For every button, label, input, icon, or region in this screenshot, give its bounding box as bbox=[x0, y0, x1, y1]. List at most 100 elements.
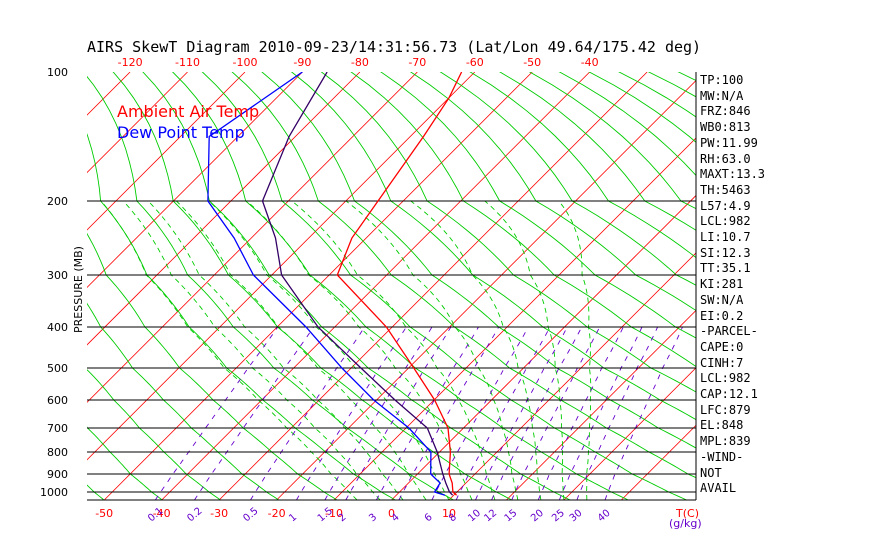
pressure-tick-label: 700 bbox=[47, 422, 68, 435]
pressure-tick-label: 400 bbox=[47, 321, 68, 334]
dry-adiabat-line bbox=[350, 72, 696, 368]
index-value: PW:11.99 bbox=[700, 135, 758, 150]
dry-adiabat-line bbox=[142, 72, 571, 500]
pressure-tick-labels: 100 200 300 400 500 600 700 800 900 1000 bbox=[40, 66, 68, 499]
isotherm-line bbox=[0, 72, 73, 500]
dry-adiabat-line bbox=[231, 72, 696, 479]
mixing-ratio-label: 15 bbox=[503, 508, 520, 525]
index-value: L57:4.9 bbox=[700, 198, 751, 213]
top-temp-tick-label: -60 bbox=[466, 56, 484, 69]
pressure-tick-label: 800 bbox=[47, 446, 68, 459]
moist-adiabats bbox=[100, 200, 592, 500]
index-value: NOT bbox=[700, 465, 722, 480]
dry-adiabat-line bbox=[87, 369, 221, 500]
top-temp-tick-label: -40 bbox=[581, 56, 599, 69]
index-value: MPL:839 bbox=[700, 434, 751, 449]
x-axis-label: T(C) bbox=[675, 507, 699, 520]
isotherm-line bbox=[87, 72, 361, 346]
dry-adiabat-line bbox=[201, 72, 687, 500]
dry-adiabat-line bbox=[469, 72, 696, 259]
moist-adiabat-line bbox=[122, 200, 381, 500]
dry-adiabat-line bbox=[409, 72, 696, 312]
dry-adiabat-line bbox=[290, 72, 696, 421]
index-value: TT:35.1 bbox=[700, 261, 751, 276]
bottom-temp-tick-label: -10 bbox=[325, 507, 343, 520]
mixing-ratio-label: 4 bbox=[390, 512, 402, 525]
mixing-ratio-lines bbox=[154, 326, 683, 500]
index-value: CAPE:0 bbox=[700, 339, 744, 354]
mixing-ratio-line bbox=[154, 326, 279, 500]
chart-title: AIRS SkewT Diagram 2010-09-23/14:31:56.7… bbox=[87, 38, 701, 56]
isotherm-line bbox=[391, 194, 696, 500]
isotherm-line bbox=[448, 252, 696, 500]
mixing-ratio-label: 10 bbox=[466, 508, 483, 525]
pressure-tick-label: 500 bbox=[47, 362, 68, 375]
dry-adiabat-line bbox=[439, 72, 696, 286]
index-value: LCL:982 bbox=[700, 214, 751, 229]
mixing-ratio-line bbox=[537, 326, 624, 500]
mixing-ratio-label: 30 bbox=[568, 508, 585, 525]
isotherm-line bbox=[276, 80, 696, 500]
dry-adiabat-line bbox=[380, 72, 696, 339]
index-value: EI:0.2 bbox=[700, 308, 744, 323]
series-parcel bbox=[261, 72, 454, 496]
mixing-ratio-label: 8 bbox=[447, 512, 459, 525]
moist-adiabat-line bbox=[147, 200, 404, 500]
dry-adiabat-line bbox=[112, 72, 512, 500]
series-dew-point-temp bbox=[207, 72, 446, 496]
pressure-tick-label: 1000 bbox=[40, 486, 68, 499]
mixing-ratio-label: 40 bbox=[596, 508, 613, 525]
dry-adiabat-line bbox=[87, 426, 163, 500]
pressure-tick-label: 300 bbox=[47, 269, 68, 282]
top-temp-tick-label: -90 bbox=[293, 56, 311, 69]
index-value: LFC:879 bbox=[700, 402, 751, 417]
dry-adiabat-line bbox=[172, 72, 629, 500]
pressure-tick-label: 600 bbox=[47, 394, 68, 407]
mixing-ratio-line bbox=[511, 326, 601, 500]
legend-air-temp: Ambient Air Temp bbox=[117, 102, 259, 121]
isotherm-line bbox=[87, 72, 303, 288]
mixing-ratio-label: 3 bbox=[367, 512, 379, 525]
isobars bbox=[87, 72, 697, 501]
index-value: KI:281 bbox=[700, 277, 744, 292]
index-value: MW:N/A bbox=[700, 88, 744, 103]
index-value: CINH:7 bbox=[700, 355, 744, 370]
index-value: TP:100 bbox=[700, 73, 744, 87]
isotherm-line bbox=[87, 72, 246, 231]
top-temp-tick-label: -120 bbox=[118, 56, 143, 69]
mixing-ratio-label: 6 bbox=[423, 512, 435, 525]
mixing-ratio-label: 0.2 bbox=[185, 506, 204, 525]
mixing-ratio-line bbox=[296, 326, 407, 500]
moist-adiabat-line bbox=[484, 200, 565, 500]
pressure-tick-label: 100 bbox=[47, 66, 68, 79]
bottom-temp-tick-label: 10 bbox=[442, 507, 456, 520]
mixing-ratio-line bbox=[491, 326, 583, 500]
mixing-ratio-labels: 0.1 0.2 0.5 1 1.5 2 3 4 6 8 10 12 15 20 25 30 40 bbox=[146, 506, 613, 525]
index-value: -PARCEL- bbox=[700, 324, 758, 339]
bottom-temp-tick-label: -30 bbox=[210, 507, 228, 520]
bottom-temp-tick-label: 0 bbox=[388, 507, 395, 520]
bottom-temp-tick-label: -40 bbox=[153, 507, 171, 520]
dry-adiabat-line bbox=[87, 75, 454, 500]
isotherm-line bbox=[87, 72, 188, 174]
index-value: SW:N/A bbox=[700, 292, 744, 307]
dry-adiabat-line bbox=[0, 20, 46, 500]
mixing-ratio-label: 1 bbox=[287, 512, 299, 525]
mixing-ratio-label: 0.5 bbox=[241, 506, 260, 525]
series-ambient-air-temp bbox=[336, 72, 463, 496]
top-temp-tick-label: -80 bbox=[351, 56, 369, 69]
moist-adiabat-line bbox=[208, 200, 450, 500]
isotherm-line bbox=[87, 72, 418, 403]
index-value: LI:10.7 bbox=[700, 230, 751, 244]
sounding-profiles bbox=[207, 72, 463, 496]
mixing-ratio-line bbox=[324, 326, 433, 500]
mixing-ratio-label: 2 bbox=[337, 512, 349, 525]
bottom-temp-tick-label: -20 bbox=[268, 507, 286, 520]
pressure-tick-label: 200 bbox=[47, 195, 68, 208]
index-value: CAP:12.1 bbox=[700, 387, 758, 401]
index-value: MAXT:13.3 bbox=[700, 167, 766, 182]
legend-dew-point: Dew Point Temp bbox=[117, 123, 245, 142]
mixing-ratio-line bbox=[474, 326, 568, 500]
dry-adiabat-line bbox=[320, 72, 696, 393]
